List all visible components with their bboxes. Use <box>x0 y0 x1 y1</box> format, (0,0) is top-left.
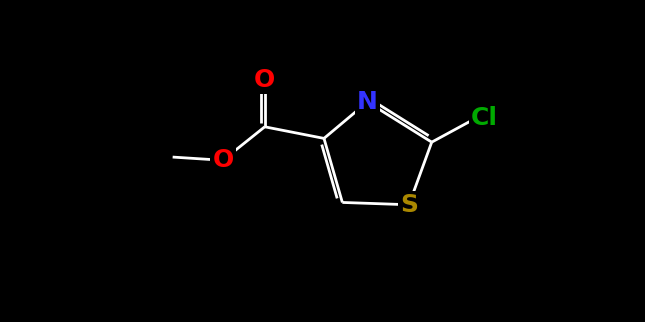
Text: O: O <box>212 148 233 172</box>
Text: O: O <box>254 69 275 92</box>
Text: Cl: Cl <box>471 106 498 130</box>
Text: S: S <box>400 193 418 217</box>
Text: N: N <box>357 90 378 114</box>
